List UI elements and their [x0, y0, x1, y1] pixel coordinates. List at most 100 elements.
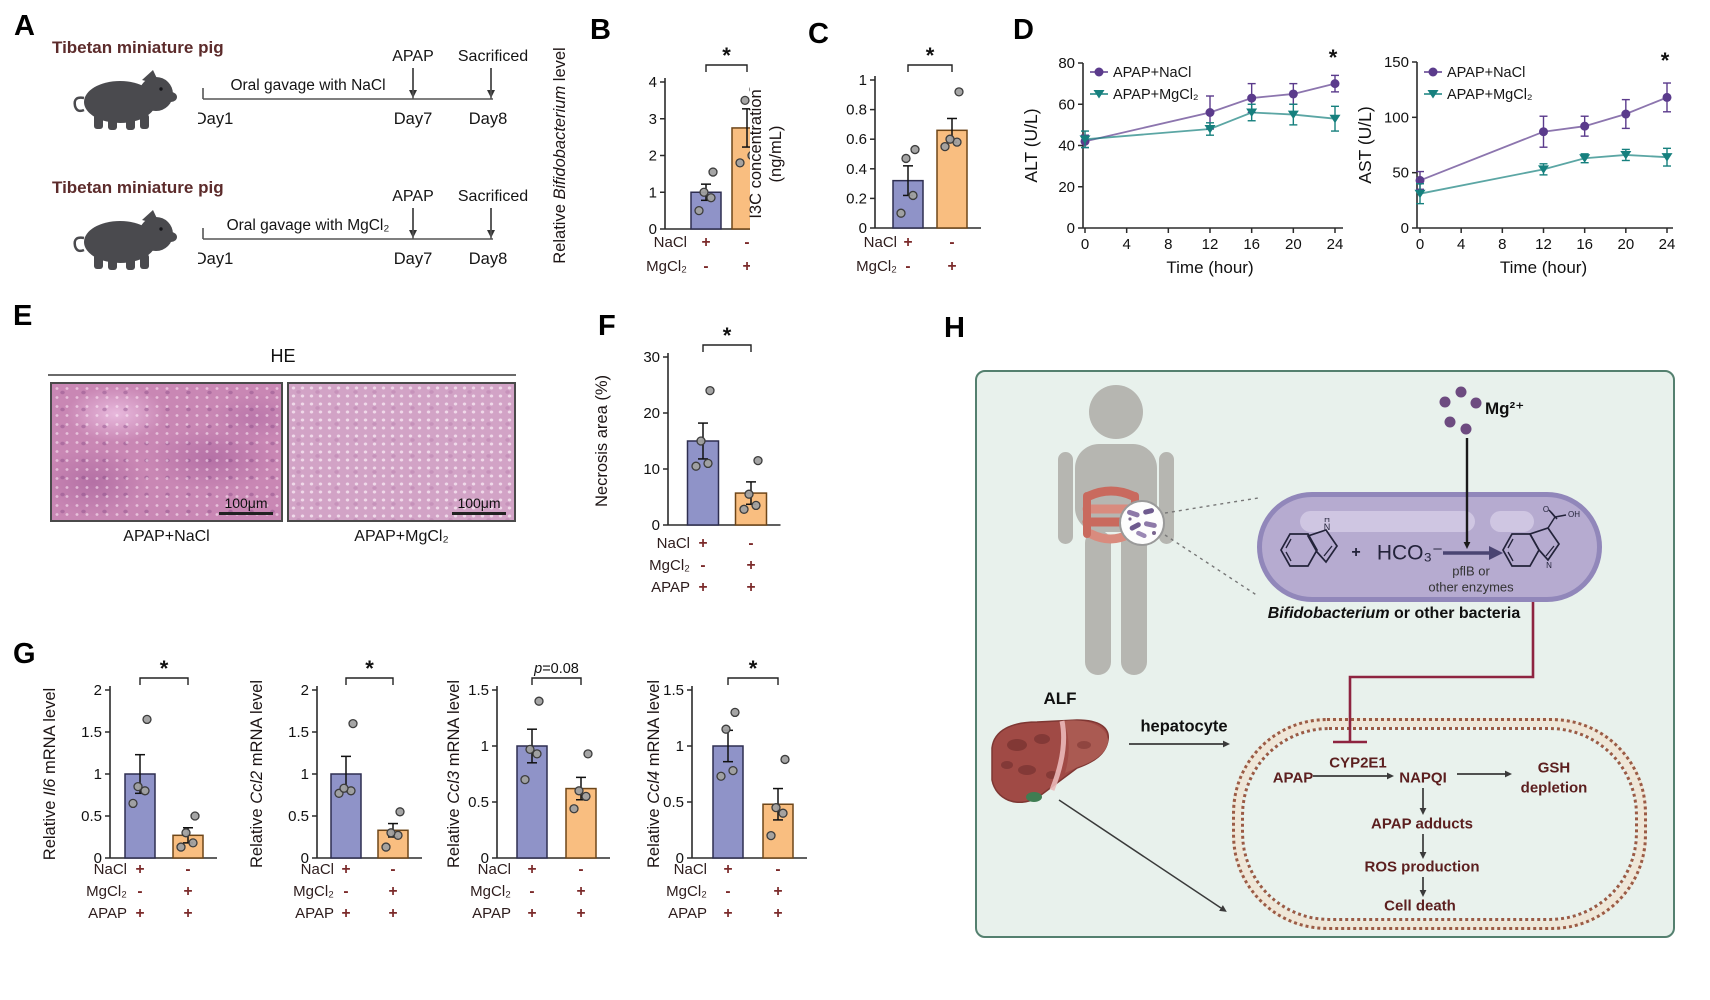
svg-text:3: 3 [649, 111, 657, 128]
ros-production-label: ROS production [1364, 858, 1480, 876]
panel-label-d: D [1013, 14, 1034, 46]
svg-text:+: + [701, 234, 710, 251]
svg-text:OH: OH [1568, 510, 1580, 519]
svg-text:4: 4 [1457, 236, 1465, 253]
svg-text:0.8: 0.8 [846, 102, 867, 119]
svg-text:80: 80 [1058, 55, 1075, 72]
svg-text:N: N [1546, 561, 1552, 570]
svg-text:60: 60 [1058, 96, 1075, 113]
histology-image-apap-nacl: 100μm [50, 382, 283, 522]
svg-text:(ng/mL): (ng/mL) [767, 126, 785, 183]
histology-caption: APAP+NaCl [123, 528, 210, 545]
pig-group-title: Tibetan miniature pig [52, 178, 224, 197]
timeline-nacl: Oral gavage with NaCl APAP Sacrificed Da… [198, 48, 528, 128]
diagram-connectors [1058, 386, 1535, 912]
bacteria-cluster-icon [1127, 508, 1157, 539]
svg-text:Relative Ccl2 mRNA level: Relative Ccl2 mRNA level [248, 680, 266, 868]
svg-text:16: 16 [1576, 236, 1593, 253]
svg-text:-: - [390, 861, 395, 878]
svg-text:-: - [700, 557, 705, 574]
day8-label: Day8 [469, 110, 508, 128]
svg-text:+: + [527, 861, 536, 878]
day7-label: Day7 [394, 250, 433, 268]
svg-text:NaCl: NaCl [301, 861, 334, 878]
hepatocyte-label: hepatocyte [1140, 717, 1228, 736]
svg-text:NaCl: NaCl [94, 861, 127, 878]
magnesium-ion-label: Mg²⁺ [1485, 399, 1525, 418]
svg-text:APAP+MgCl₂: APAP+MgCl₂ [1113, 87, 1199, 103]
svg-text:0.5: 0.5 [468, 794, 489, 811]
svg-text:Relative Il6 mRNA level: Relative Il6 mRNA level [41, 688, 59, 860]
svg-text:1: 1 [94, 766, 102, 783]
svg-text:+: + [903, 234, 912, 251]
svg-text:O: O [1543, 506, 1549, 514]
chart-ccl2-mrna: 0 0.5 1 1.5 2 Relative Ccl2 mRNA level * NaCl + -… [248, 656, 422, 922]
svg-text:MgCl₂: MgCl₂ [649, 557, 690, 574]
day1-label: Day1 [198, 110, 233, 128]
histology-image-apap-mgcl2: 100μm [287, 382, 516, 522]
histology-caption: APAP+MgCl₂ [354, 528, 449, 545]
svg-text:Time (hour): Time (hour) [1166, 258, 1253, 277]
plus-sign: + [1351, 544, 1361, 561]
svg-text:-: - [343, 883, 348, 900]
apap-label: APAP [392, 48, 434, 65]
svg-text:APAP+NaCl: APAP+NaCl [1447, 65, 1525, 81]
indole-3-carboxylate-structure-icon: O OH N [1502, 506, 1580, 570]
svg-text:50: 50 [1392, 165, 1409, 182]
pig-icon [73, 210, 177, 270]
svg-text:2: 2 [649, 148, 657, 165]
svg-text:-: - [725, 883, 730, 900]
svg-text:ALT (U/L): ALT (U/L) [1021, 108, 1041, 182]
apap-label: APAP [1272, 769, 1314, 787]
svg-text:1: 1 [481, 738, 489, 755]
svg-text:0: 0 [676, 850, 684, 867]
svg-text:0: 0 [1081, 236, 1089, 253]
stain-label: HE [270, 346, 296, 366]
svg-text:10: 10 [643, 461, 660, 478]
pig-icon [73, 70, 177, 130]
svg-text:+: + [742, 258, 750, 275]
svg-text:0.4: 0.4 [846, 161, 867, 178]
svg-text:*: * [160, 656, 169, 681]
svg-text:APAP: APAP [88, 905, 127, 922]
svg-text:APAP: APAP [472, 905, 511, 922]
svg-text:-: - [137, 883, 142, 900]
svg-text:N: N [1324, 522, 1331, 532]
svg-text:1.5: 1.5 [468, 682, 489, 699]
scale-bar: 100μm [219, 496, 273, 515]
svg-text:NaCl: NaCl [654, 234, 687, 251]
svg-text:*: * [926, 43, 935, 68]
svg-text:20: 20 [1058, 179, 1075, 196]
svg-text:+: + [135, 861, 144, 878]
day7-label: Day7 [394, 110, 433, 128]
capsule-highlight [1300, 511, 1475, 532]
chart-ccl3-mrna: 0 0.5 1 1.5 Relative Ccl3 mRNA level p=0.08 Na… [445, 661, 610, 922]
svg-text:0: 0 [1067, 220, 1075, 237]
hepatocyte-cell-membrane [1232, 718, 1647, 930]
svg-text:0.5: 0.5 [81, 808, 102, 825]
napqi-label: NAPQI [1399, 769, 1447, 787]
chart-alt-timecourse: 0 20 40 60 80 0 4 8 12 16 20 24 Time (hour) ALT (U/L)… [1021, 45, 1343, 277]
svg-text:*: * [722, 43, 731, 68]
svg-text:+: + [388, 905, 397, 922]
svg-text:+: + [183, 883, 192, 900]
svg-text:-: - [578, 861, 583, 878]
sacrificed-label: Sacrificed [458, 188, 528, 205]
panel-label-e: E [13, 300, 33, 332]
svg-text:20: 20 [1285, 236, 1302, 253]
indole-structure-icon: N H [1280, 518, 1339, 567]
svg-text:0.2: 0.2 [846, 190, 867, 207]
svg-text:30: 30 [643, 349, 660, 366]
svg-text:+: + [698, 535, 707, 552]
apap-label: APAP [392, 188, 434, 205]
svg-text:*: * [365, 656, 374, 681]
svg-text:+: + [746, 557, 755, 574]
svg-text:1.5: 1.5 [663, 682, 684, 699]
svg-text:8: 8 [1164, 236, 1172, 253]
panel-label-g: G [13, 638, 36, 670]
bicarbonate-label: HCO₃⁻ [1376, 541, 1444, 565]
gsh-label-line1: GSH [1537, 759, 1571, 777]
svg-text:*: * [723, 323, 732, 348]
svg-text:0.5: 0.5 [663, 794, 684, 811]
liver-icon [991, 719, 1109, 803]
